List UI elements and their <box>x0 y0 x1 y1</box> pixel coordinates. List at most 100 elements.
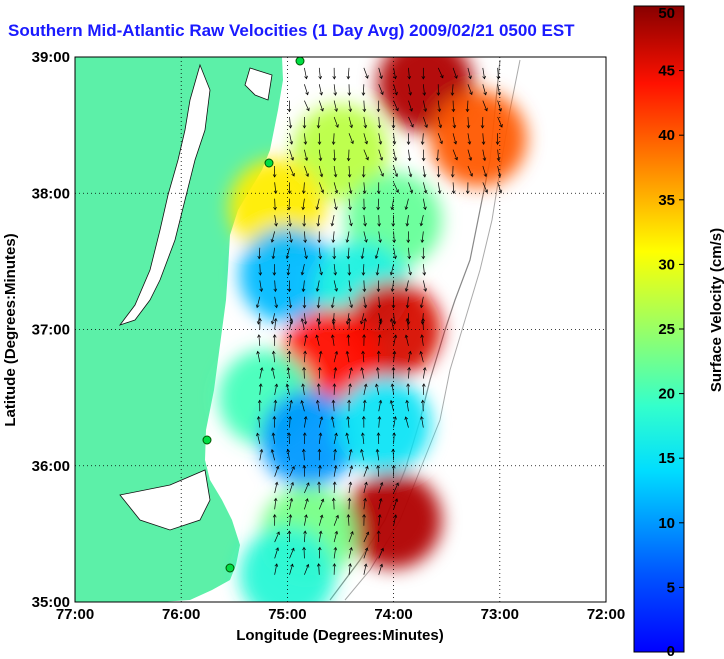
velocity-arrowhead <box>332 481 337 485</box>
velocity-arrowhead <box>303 141 308 145</box>
velocity-arrowhead <box>360 448 364 453</box>
velocity-arrowhead <box>404 288 409 292</box>
velocity-arrow <box>408 367 410 379</box>
velocity-arrow <box>363 466 369 477</box>
velocity-arrowhead <box>270 448 275 453</box>
velocity-arrow <box>289 564 293 575</box>
velocity-arrowhead <box>376 432 381 436</box>
velocity-arrowhead <box>288 304 293 309</box>
velocity-arrowhead <box>408 271 412 276</box>
velocity-arrowhead <box>376 530 381 534</box>
velocity-arrowhead <box>420 239 425 244</box>
y-tick-label: 38:00 <box>32 185 70 202</box>
velocity-arrowhead <box>291 172 295 177</box>
velocity-arrowhead <box>361 92 366 96</box>
velocity-arrow <box>271 231 275 243</box>
velocity-arrow <box>378 116 380 128</box>
velocity-arrow <box>318 247 321 259</box>
velocity-arrow <box>363 400 366 412</box>
velocity-arrow <box>348 547 352 559</box>
velocity-arrowhead <box>289 318 294 322</box>
velocity-arrow <box>301 318 305 330</box>
velocity-arrow <box>393 335 397 346</box>
velocity-arrowhead <box>318 157 323 162</box>
velocity-arrowhead <box>315 288 320 292</box>
velocity-arrow <box>271 367 275 379</box>
velocity-arrow <box>363 67 369 79</box>
velocity-arrowhead <box>483 91 487 96</box>
velocity-arrowhead <box>274 563 279 567</box>
velocity-arrow <box>467 149 472 161</box>
velocity-arrowhead <box>365 75 369 79</box>
velocity-arrowhead <box>376 190 381 195</box>
colorbar-tick-label: 20 <box>658 386 675 403</box>
velocity-arrowhead <box>450 174 455 178</box>
velocity-arrowhead <box>315 399 320 404</box>
velocity-arrow <box>347 247 350 259</box>
velocity-arrowhead <box>374 255 379 260</box>
velocity-arrowhead <box>259 288 264 292</box>
velocity-arrow <box>346 433 350 445</box>
velocity-arrow <box>423 116 428 128</box>
velocity-arrow <box>304 351 306 363</box>
velocity-arrow <box>437 100 440 112</box>
velocity-arrowhead <box>468 75 472 80</box>
velocity-arrowhead <box>391 366 396 371</box>
velocity-arrow <box>271 449 275 461</box>
velocity-arrowhead <box>272 514 277 518</box>
velocity-arrow <box>333 465 337 477</box>
velocity-arrow <box>333 84 336 96</box>
velocity-arrowhead <box>256 432 260 437</box>
velocity-arrowhead <box>316 125 321 129</box>
velocity-arrow <box>318 182 324 193</box>
velocity-arrowhead <box>257 399 262 404</box>
velocity-arrowhead <box>422 272 427 276</box>
velocity-arrow <box>378 149 383 161</box>
velocity-arrow <box>333 531 338 543</box>
velocity-arrow <box>332 400 335 412</box>
velocity-arrowhead <box>318 75 323 80</box>
velocity-arrowhead <box>303 321 308 325</box>
velocity-arrowhead <box>302 432 307 436</box>
velocity-arrow <box>363 498 366 510</box>
velocity-arrowhead <box>319 514 324 519</box>
velocity-arrow <box>452 133 457 145</box>
velocity-arrowhead <box>271 255 276 260</box>
velocity-arrowhead <box>362 514 366 518</box>
velocity-arrowhead <box>270 239 275 243</box>
colorbar <box>633 5 685 653</box>
velocity-arrowhead <box>389 399 394 404</box>
velocity-arrowhead <box>376 288 381 293</box>
velocity-arrowhead <box>273 206 277 211</box>
y-tick-label: 36:00 <box>32 458 70 475</box>
velocity-arrowhead <box>420 334 424 338</box>
velocity-arrow <box>452 116 456 128</box>
velocity-arrow <box>405 198 409 210</box>
velocity-arrowhead <box>273 317 278 322</box>
velocity-arrow <box>346 313 350 325</box>
velocity-arrowhead <box>380 547 384 552</box>
velocity-arrow <box>437 133 443 144</box>
velocity-arrowhead <box>300 318 305 322</box>
velocity-arrowhead <box>420 416 424 420</box>
velocity-arrowhead <box>468 157 473 161</box>
velocity-arrowhead <box>454 156 458 161</box>
velocity-arrowhead <box>406 383 410 387</box>
velocity-arrowhead <box>302 546 306 551</box>
velocity-arrowhead <box>466 125 471 129</box>
velocity-arrow <box>348 198 351 210</box>
velocity-arrowhead <box>291 466 295 470</box>
velocity-arrow <box>420 351 424 363</box>
velocity-arrow <box>376 264 380 276</box>
velocity-arrow <box>333 367 337 379</box>
velocity-arrow <box>422 383 425 395</box>
velocity-arrow <box>482 133 485 145</box>
velocity-arrowhead <box>347 174 352 178</box>
velocity-arrow <box>422 182 427 194</box>
velocity-arrow <box>393 351 395 363</box>
velocity-arrow <box>421 231 424 243</box>
velocity-arrowhead <box>317 448 322 453</box>
velocity-arrowhead <box>333 173 338 178</box>
velocity-arrowhead <box>317 366 322 371</box>
velocity-arrowhead <box>424 124 428 128</box>
